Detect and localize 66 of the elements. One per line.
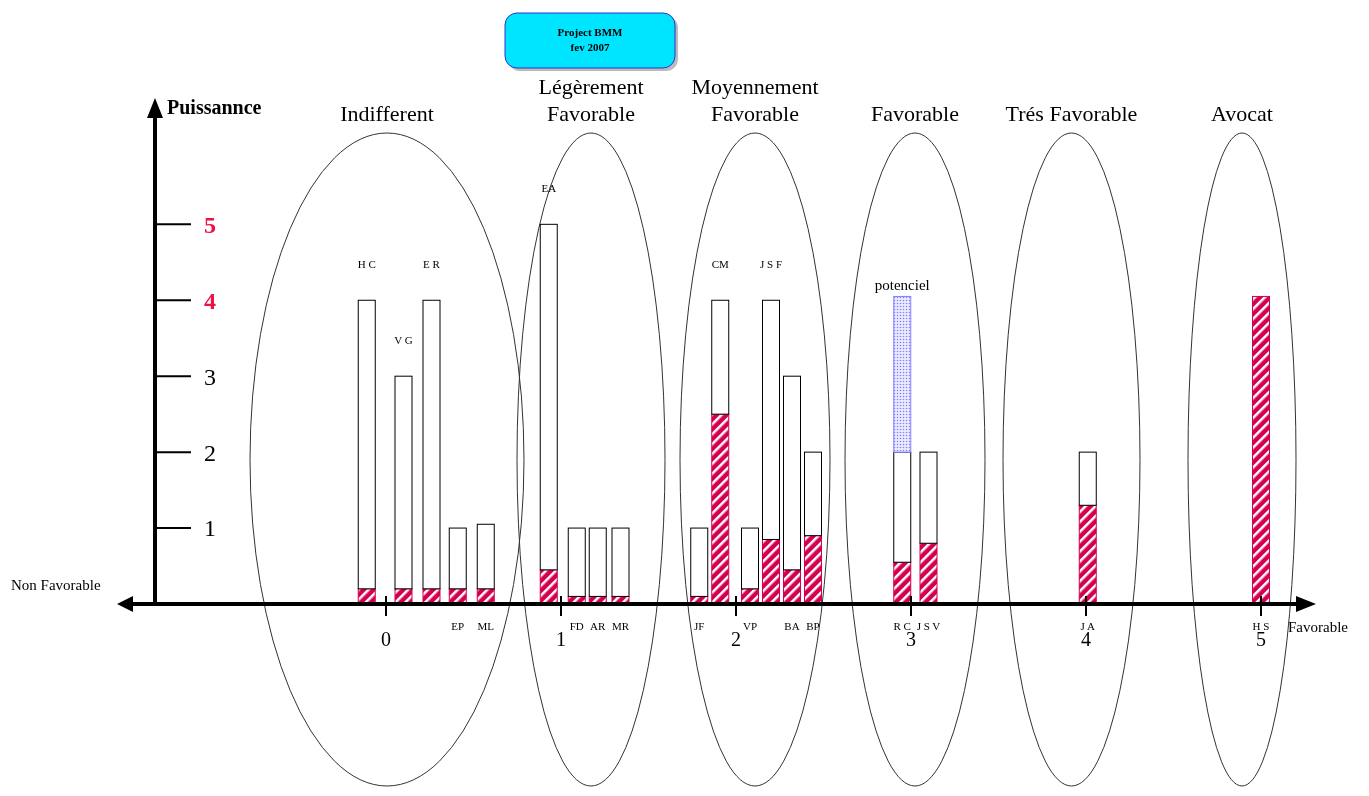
bar <box>690 527 709 597</box>
annotation: VP <box>742 619 758 632</box>
annotation: Favorable <box>871 101 959 126</box>
bar <box>539 223 558 571</box>
bar <box>539 569 558 605</box>
bar <box>567 527 586 597</box>
annotation: AR <box>590 619 607 632</box>
bar <box>422 299 441 590</box>
bar <box>1078 451 1097 506</box>
text: Non Favorable <box>11 577 101 593</box>
y-tick-label: 4 <box>204 287 216 314</box>
bar <box>711 299 730 415</box>
annotation: Trés Favorable <box>1005 101 1138 126</box>
bar <box>476 523 495 590</box>
x-axis-title: Favorable <box>1288 619 1349 635</box>
bar <box>357 299 376 590</box>
bar <box>783 375 801 571</box>
annotation: Avocat <box>1211 101 1273 126</box>
annotation: V G <box>394 334 413 347</box>
annotation: EP <box>451 619 465 632</box>
y-tick-label: 5 <box>204 211 216 238</box>
annotation: EA <box>541 182 557 195</box>
annotation: J S V <box>916 619 941 632</box>
bar <box>588 527 607 597</box>
bar <box>711 413 730 605</box>
annotation: MR <box>611 619 630 632</box>
y-tick-label: 2 <box>204 439 216 466</box>
chart-title: Project BMM fev 2007 <box>557 26 624 53</box>
annotation: Indifferent <box>340 101 434 126</box>
x-tick-label: 1 <box>556 628 566 650</box>
bar <box>893 451 912 563</box>
annotation: BP <box>806 619 820 632</box>
annotation: H S <box>1252 619 1270 632</box>
y-tick-label: 3 <box>204 363 216 390</box>
annotation: R C <box>893 619 911 632</box>
bar <box>611 527 630 597</box>
bar <box>783 569 801 605</box>
annotation: CM <box>711 258 730 271</box>
bar <box>893 295 912 453</box>
bar <box>448 527 467 590</box>
annotation: ML <box>477 619 495 632</box>
bar <box>1078 504 1097 605</box>
annotation: Moyennement Favorable <box>691 74 819 126</box>
annotation: FD <box>569 619 584 632</box>
x-tick-label: 2 <box>731 628 741 650</box>
annotation: Légèrement Favorable <box>538 74 644 126</box>
bar <box>741 527 759 590</box>
annotation: H C <box>357 258 376 271</box>
bar <box>919 451 938 544</box>
y-axis-title: Puissannce <box>167 96 262 118</box>
annotation: E R <box>423 258 441 271</box>
bar <box>762 538 780 605</box>
bar <box>919 542 938 605</box>
bar <box>762 299 780 540</box>
bar <box>893 561 912 605</box>
annotation: JF <box>694 619 705 632</box>
annotation: BA <box>784 619 800 632</box>
x-tick-label: 0 <box>381 628 391 650</box>
bar <box>394 375 413 590</box>
annotation: J A <box>1080 619 1095 632</box>
series-label: potenciel <box>874 277 930 294</box>
bar <box>804 451 822 537</box>
y-tick-label: 1 <box>204 515 216 542</box>
bar <box>1252 295 1270 605</box>
bar <box>804 535 822 605</box>
annotation: J S F <box>759 258 783 271</box>
